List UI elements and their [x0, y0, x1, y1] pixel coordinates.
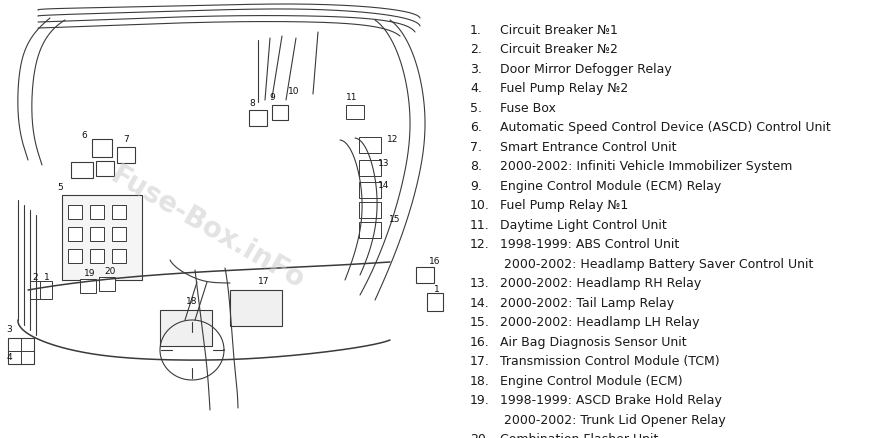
- Text: 7: 7: [123, 135, 129, 145]
- Text: 12: 12: [387, 135, 399, 145]
- Text: 8.: 8.: [470, 160, 482, 173]
- Text: Combination Flasher Unit: Combination Flasher Unit: [500, 433, 658, 438]
- Bar: [249, 110, 267, 126]
- Bar: [62, 195, 142, 280]
- Text: 15.: 15.: [470, 316, 490, 329]
- Text: 18: 18: [186, 297, 198, 307]
- Bar: [112, 227, 126, 241]
- Bar: [68, 249, 82, 263]
- Text: 19: 19: [85, 269, 96, 279]
- Bar: [8, 338, 34, 364]
- Text: Circuit Breaker №1: Circuit Breaker №1: [500, 24, 618, 37]
- Text: 6: 6: [81, 131, 86, 139]
- Text: 6.: 6.: [470, 121, 482, 134]
- Text: 9.: 9.: [470, 180, 482, 193]
- Text: 16.: 16.: [470, 336, 490, 349]
- Bar: [230, 290, 282, 326]
- Text: Fuse Box: Fuse Box: [500, 102, 556, 115]
- Bar: [30, 281, 42, 299]
- Bar: [117, 147, 135, 163]
- Text: Door Mirror Defogger Relay: Door Mirror Defogger Relay: [500, 63, 672, 76]
- Bar: [359, 160, 381, 176]
- Bar: [96, 160, 114, 176]
- Bar: [359, 222, 381, 238]
- Text: Automatic Speed Control Device (ASCD) Control Unit: Automatic Speed Control Device (ASCD) Co…: [500, 121, 831, 134]
- Text: 13.: 13.: [470, 277, 490, 290]
- Text: 10: 10: [288, 88, 300, 96]
- Bar: [427, 293, 443, 311]
- Text: 20.: 20.: [470, 433, 490, 438]
- Text: Engine Control Module (ECM) Relay: Engine Control Module (ECM) Relay: [500, 180, 721, 193]
- Text: 3.: 3.: [470, 63, 482, 76]
- Bar: [359, 202, 381, 218]
- Text: 17.: 17.: [470, 355, 490, 368]
- Text: 2000-2002: Headlamp Battery Saver Control Unit: 2000-2002: Headlamp Battery Saver Contro…: [500, 258, 813, 271]
- Text: 19.: 19.: [470, 394, 490, 407]
- Text: Transmission Control Module (TCM): Transmission Control Module (TCM): [500, 355, 720, 368]
- Bar: [346, 105, 364, 119]
- Bar: [90, 205, 104, 219]
- Text: Air Bag Diagnosis Sensor Unit: Air Bag Diagnosis Sensor Unit: [500, 336, 686, 349]
- Bar: [68, 227, 82, 241]
- Text: 2000-2002: Infiniti Vehicle Immobilizer System: 2000-2002: Infiniti Vehicle Immobilizer …: [500, 160, 792, 173]
- Bar: [272, 105, 288, 120]
- Bar: [80, 279, 96, 293]
- Text: 3: 3: [6, 325, 11, 335]
- Text: 2: 2: [32, 273, 38, 283]
- Bar: [92, 139, 112, 157]
- Text: 2000-2002: Headlamp LH Relay: 2000-2002: Headlamp LH Relay: [500, 316, 699, 329]
- Text: 14: 14: [378, 180, 390, 190]
- Text: Engine Control Module (ECM): Engine Control Module (ECM): [500, 375, 683, 388]
- Text: 4.: 4.: [470, 82, 482, 95]
- Bar: [40, 281, 52, 299]
- Text: 5.: 5.: [470, 102, 482, 115]
- Text: 8: 8: [249, 99, 255, 107]
- Bar: [359, 182, 381, 198]
- Text: 2000-2002: Tail Lamp Relay: 2000-2002: Tail Lamp Relay: [500, 297, 674, 310]
- Text: 4: 4: [6, 353, 11, 361]
- Text: Circuit Breaker №2: Circuit Breaker №2: [500, 43, 618, 56]
- Text: 1: 1: [44, 273, 50, 283]
- Text: Daytime Light Control Unit: Daytime Light Control Unit: [500, 219, 667, 232]
- Text: 5: 5: [57, 184, 63, 192]
- Text: Fuel Pump Relay №2: Fuel Pump Relay №2: [500, 82, 628, 95]
- Text: 18.: 18.: [470, 375, 490, 388]
- Text: 10.: 10.: [470, 199, 490, 212]
- Text: 2.: 2.: [470, 43, 482, 56]
- Text: 1.: 1.: [470, 24, 482, 37]
- Text: 11.: 11.: [470, 219, 490, 232]
- Text: Fuse-Box.inFo: Fuse-Box.inFo: [105, 161, 310, 295]
- Text: 12.: 12.: [470, 238, 490, 251]
- Text: 15: 15: [389, 215, 400, 225]
- Text: 1998-1999: ASCD Brake Hold Relay: 1998-1999: ASCD Brake Hold Relay: [500, 394, 721, 407]
- Bar: [90, 227, 104, 241]
- Text: 20: 20: [104, 268, 116, 276]
- Bar: [112, 249, 126, 263]
- Text: 11: 11: [347, 93, 358, 102]
- Text: 17: 17: [258, 278, 270, 286]
- Bar: [90, 249, 104, 263]
- Text: Smart Entrance Control Unit: Smart Entrance Control Unit: [500, 141, 676, 154]
- Text: 1: 1: [434, 286, 440, 294]
- Text: 2000-2002: Headlamp RH Relay: 2000-2002: Headlamp RH Relay: [500, 277, 701, 290]
- Text: Fuel Pump Relay №1: Fuel Pump Relay №1: [500, 199, 628, 212]
- Text: 14.: 14.: [470, 297, 490, 310]
- Bar: [359, 137, 381, 153]
- Text: 16: 16: [430, 258, 441, 266]
- Bar: [68, 205, 82, 219]
- Bar: [416, 267, 434, 283]
- Text: 7.: 7.: [470, 141, 482, 154]
- Bar: [71, 162, 93, 178]
- Bar: [112, 205, 126, 219]
- Text: 9: 9: [269, 93, 275, 102]
- Bar: [160, 310, 212, 346]
- Text: 13: 13: [378, 159, 390, 167]
- Text: 2000-2002: Trunk Lid Opener Relay: 2000-2002: Trunk Lid Opener Relay: [500, 414, 726, 427]
- Bar: [99, 277, 115, 291]
- Text: 1998-1999: ABS Control Unit: 1998-1999: ABS Control Unit: [500, 238, 679, 251]
